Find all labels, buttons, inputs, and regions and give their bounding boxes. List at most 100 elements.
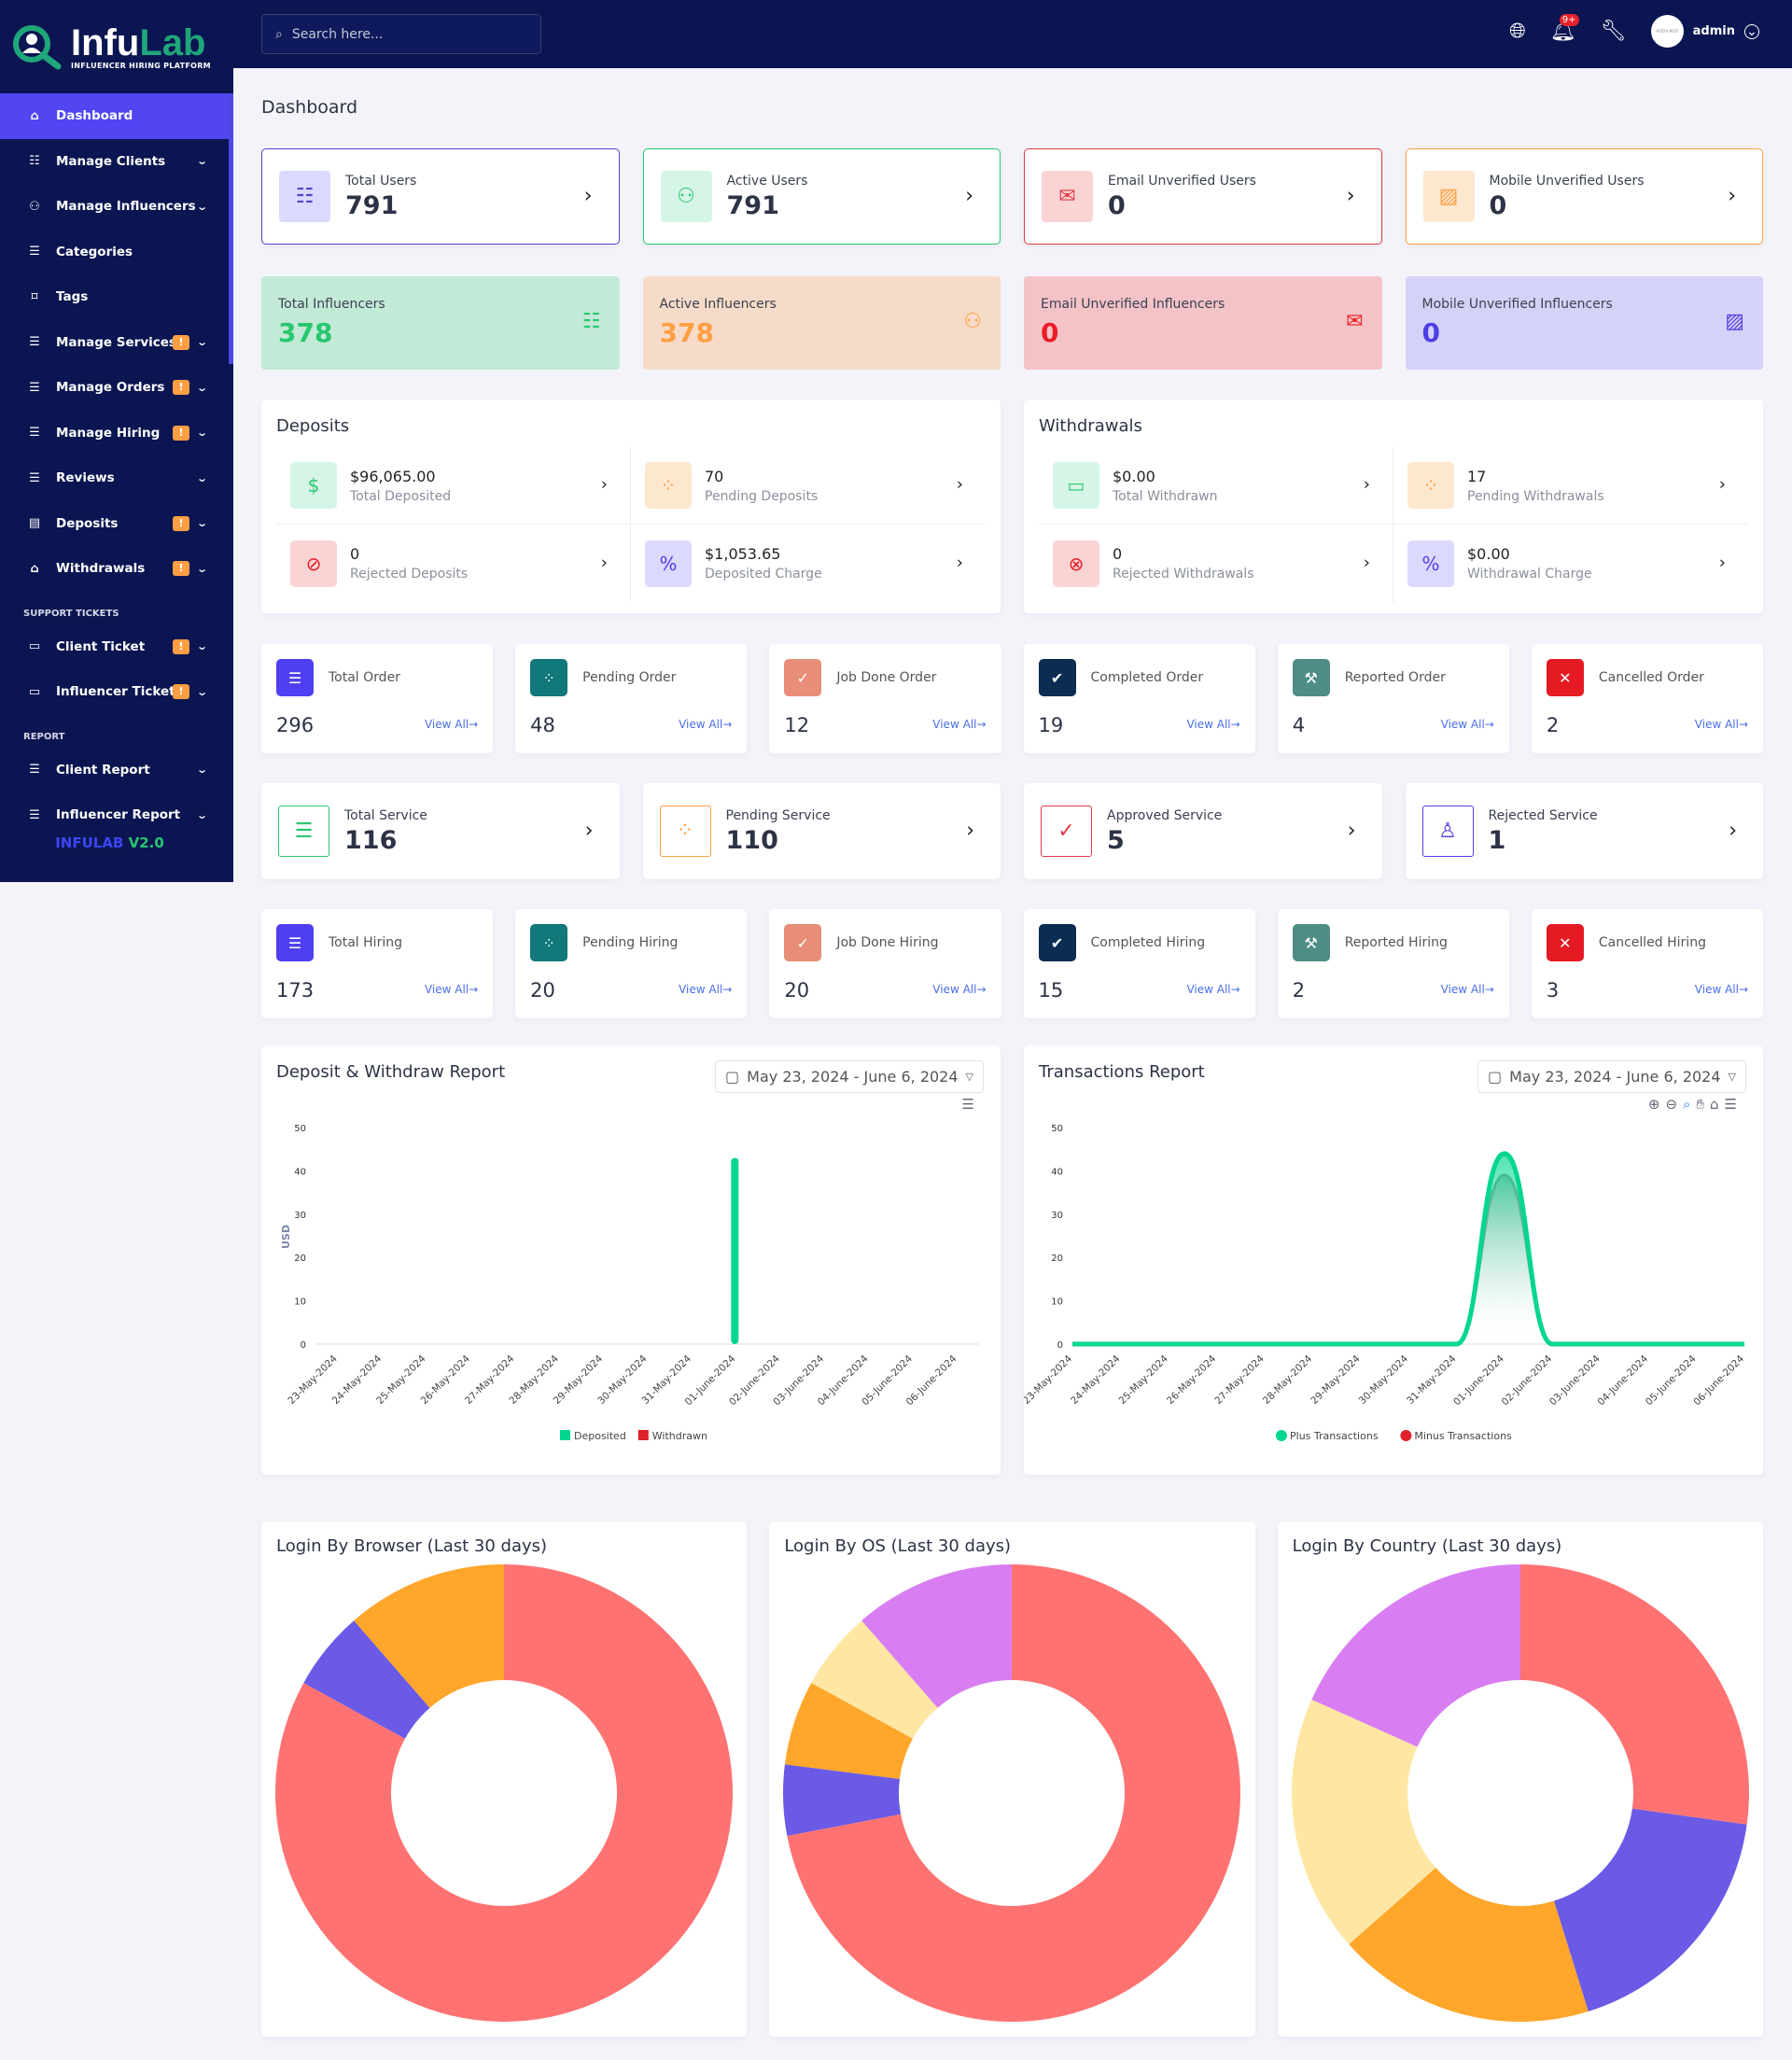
sidebar-item-manage-services[interactable]: ☰ Manage Services ! ⌄ <box>0 320 229 366</box>
stat-card-email-unverified-influencers[interactable]: Email Unverified Influencers 0 ✉ <box>1024 276 1382 370</box>
stat-card-approved-service[interactable]: ✓ Approved Service 5 › <box>1024 783 1382 879</box>
chevron-down-icon: ⌄ <box>196 764 209 777</box>
avatar[interactable]: 400×400 <box>1650 15 1684 48</box>
date-range-picker[interactable]: ▢ May 23, 2024 - June 6, 2024 ▽ <box>715 1060 984 1093</box>
deposits-item-total-deposited[interactable]: $ $96,065.00 Total Deposited › <box>276 447 631 525</box>
chart-menu-icon[interactable]: ☰ <box>1724 1096 1737 1113</box>
chevron-right-icon[interactable]: › <box>966 818 974 842</box>
date-range-picker[interactable]: ▢ May 23, 2024 - June 6, 2024 ▽ <box>1477 1060 1746 1093</box>
magnifier-icon[interactable]: ⌕ <box>1683 1096 1691 1113</box>
stat-card-total-influencers[interactable]: Total Influencers 378 ☷ <box>261 276 620 370</box>
stat-value: 12 <box>784 714 810 736</box>
chevron-right-icon[interactable]: › <box>600 552 608 572</box>
globe-icon[interactable]: 🌐︎ <box>1509 20 1526 43</box>
user-check-icon: ⚇ <box>660 171 712 222</box>
deposits-item-rejected-deposits[interactable]: ⊘ 0 Rejected Deposits › <box>276 525 631 602</box>
view-all-link[interactable]: View All→ <box>932 718 987 731</box>
alert-badge: ! <box>173 684 189 700</box>
view-all-link[interactable]: View All→ <box>679 983 733 996</box>
sidebar-item-client-ticket[interactable]: ▭ Client Ticket ! ⌄ <box>0 624 229 670</box>
stat-card-total-service[interactable]: ☰ Total Service 116 › <box>261 783 620 879</box>
view-all-link[interactable]: View All→ <box>1440 983 1494 996</box>
view-all-link[interactable]: View All→ <box>1440 718 1494 731</box>
chevron-right-icon[interactable]: › <box>584 818 594 842</box>
pan-hand-icon[interactable]: ✋︎ <box>1696 1096 1705 1113</box>
view-all-link[interactable]: View All→ <box>932 983 987 996</box>
view-all-link[interactable]: View All→ <box>1186 983 1240 996</box>
chevron-right-icon[interactable]: › <box>1363 552 1370 572</box>
stat-card-rejected-service[interactable]: ♙ Rejected Service 1 › <box>1405 783 1763 879</box>
chevron-right-icon[interactable]: › <box>583 183 593 207</box>
view-all-link[interactable]: View All→ <box>1694 718 1749 731</box>
sidebar-item-label: Tags <box>56 289 89 305</box>
item-label: Rejected Deposits <box>350 567 469 582</box>
home-icon: ⌂ <box>30 108 39 123</box>
withdrawals-item-pending-withdrawals[interactable]: ⁘ 17 Pending Withdrawals › <box>1393 447 1748 525</box>
sidebar-item-manage-hiring[interactable]: ☰ Manage Hiring ! ⌄ <box>0 411 229 456</box>
sidebar-item-tags[interactable]: ⌑ Tags <box>0 274 229 320</box>
zoom-in-icon[interactable]: ⊕ <box>1647 1096 1660 1113</box>
bell-icon[interactable]: 🔔︎ 9+ <box>1550 14 1579 43</box>
stat-card-email-unverified-users[interactable]: ✉ Email Unverified Users 0 › <box>1024 148 1382 245</box>
sidebar-item-reviews[interactable]: ☰ Reviews ⌄ <box>0 455 229 501</box>
login-by-country-chart: Login By Country (Last 30 days) <box>1277 1521 1763 2037</box>
stat-card-completed-hiring: ✔ Completed Hiring 15 View All→ <box>1023 909 1255 1018</box>
sidebar-item-withdrawals[interactable]: ⌂ Withdrawals ! ⌄ <box>0 546 229 592</box>
logo[interactable]: InfuLab INFLUENCER HIRING PLATFORM <box>0 0 233 93</box>
sidebar-item-categories[interactable]: ☰ Categories <box>0 230 229 275</box>
sidebar-item-influencer-ticket[interactable]: ▭ Influencer Ticket ! ⌄ <box>0 669 229 715</box>
stat-value: 791 <box>345 190 399 220</box>
chevron-right-icon[interactable]: › <box>1718 474 1726 495</box>
stat-card-active-users[interactable]: ⚇ Active Users 791 › <box>642 148 1001 245</box>
withdrawals-item-total-withdrawn[interactable]: ▭ $0.00 Total Withdrawn › <box>1039 447 1393 525</box>
chevron-right-icon[interactable]: › <box>1347 818 1356 842</box>
chart-menu-icon[interactable]: ☰ <box>961 1096 974 1113</box>
chevron-down-icon[interactable]: ⌄ <box>1744 23 1759 39</box>
sidebar-item-manage-orders[interactable]: ☰ Manage Orders ! ⌄ <box>0 365 229 411</box>
list-icon: ☰ <box>278 806 329 857</box>
sidebar-item-manage-influencers[interactable]: ⚇ Manage Influencers ⌄ <box>0 184 229 230</box>
wrench-icon[interactable]: 🔧︎ <box>1600 20 1627 43</box>
version-label: INFULAB V2.0 <box>55 834 164 851</box>
view-all-link[interactable]: View All→ <box>424 983 479 996</box>
view-all-link[interactable]: View All→ <box>1694 983 1749 996</box>
chevron-right-icon[interactable]: › <box>956 474 963 495</box>
sidebar-item-influencer-report[interactable]: ☰ Influencer Report ⌄ <box>0 792 229 838</box>
zoom-out-icon[interactable]: ⊖ <box>1665 1096 1678 1113</box>
chevron-right-icon[interactable]: › <box>956 552 963 572</box>
stat-card-active-influencers[interactable]: Active Influencers 378 ⚇ <box>642 276 1001 370</box>
sidebar-item-dashboard[interactable]: ⌂ Dashboard <box>0 93 229 139</box>
chevron-right-icon[interactable]: › <box>965 183 973 207</box>
deposits-item-deposited-charge[interactable]: % $1,053.65 Deposited Charge › <box>631 525 986 602</box>
chevron-right-icon[interactable]: › <box>1718 552 1726 572</box>
user-name[interactable]: admin <box>1692 24 1735 38</box>
stat-card-mobile-unverified-influencers[interactable]: Mobile Unverified Influencers 0 ▨ <box>1405 276 1763 370</box>
deposits-item-pending-deposits[interactable]: ⁘ 70 Pending Deposits › <box>631 447 986 525</box>
chevron-right-icon[interactable]: › <box>1729 818 1737 842</box>
chevron-right-icon[interactable]: › <box>600 474 608 495</box>
sidebar-scrollbar[interactable] <box>229 93 233 364</box>
stat-value: 2 <box>1292 979 1306 1002</box>
item-value: $1,053.65 <box>705 545 781 563</box>
stat-value: 15 <box>1038 979 1064 1002</box>
sidebar-item-manage-clients[interactable]: ☷ Manage Clients ⌄ <box>0 139 229 185</box>
sidebar-item-deposits[interactable]: ▤ Deposits ! ⌄ <box>0 501 229 547</box>
view-all-link[interactable]: View All→ <box>679 718 733 731</box>
withdrawals-item-withdrawal-charge[interactable]: % $0.00 Withdrawal Charge › <box>1393 525 1748 602</box>
stat-card-total-users[interactable]: ☷ Total Users 791 › <box>261 148 620 245</box>
wallet-icon: ▭ <box>1053 462 1099 509</box>
chevron-right-icon[interactable]: › <box>1728 183 1736 207</box>
chevron-down-icon: ⌄ <box>196 808 209 821</box>
view-all-link[interactable]: View All→ <box>424 718 479 731</box>
reset-home-icon[interactable]: ⌂ <box>1710 1096 1719 1113</box>
stat-card-mobile-unverified-users[interactable]: ▨ Mobile Unverified Users 0 › <box>1405 148 1763 245</box>
view-all-link[interactable]: View All→ <box>1186 718 1240 731</box>
notification-badge: 9+ <box>1559 14 1579 26</box>
stat-card-pending-service[interactable]: ⁘ Pending Service 110 › <box>642 783 1001 879</box>
withdrawals-item-rejected-withdrawals[interactable]: ⊗ 0 Rejected Withdrawals › <box>1039 525 1393 602</box>
sidebar-item-client-report[interactable]: ☰ Client Report ⌄ <box>0 748 229 793</box>
chevron-right-icon[interactable]: › <box>1363 474 1370 495</box>
search-input[interactable]: ⌕ Search here... <box>261 14 541 54</box>
alert-badge: ! <box>173 380 189 396</box>
chevron-right-icon[interactable]: › <box>1346 183 1355 207</box>
